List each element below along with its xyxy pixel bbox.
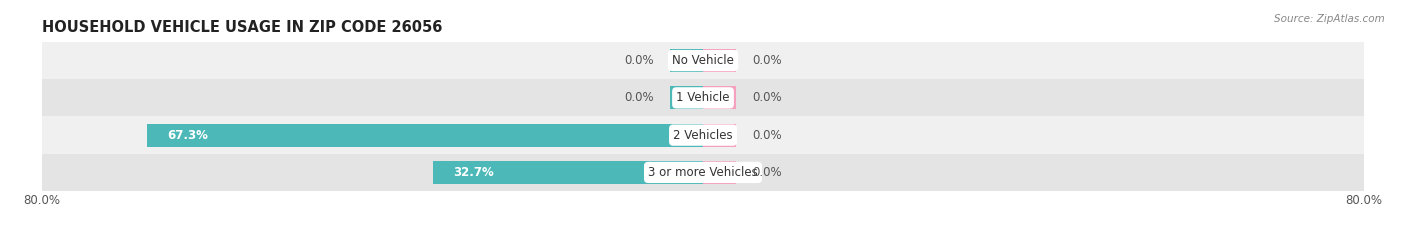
Bar xyxy=(703,49,737,72)
Bar xyxy=(42,154,1364,191)
Text: 0.0%: 0.0% xyxy=(752,166,782,179)
Text: 1 Vehicle: 1 Vehicle xyxy=(676,91,730,104)
Bar xyxy=(148,123,703,147)
Text: HOUSEHOLD VEHICLE USAGE IN ZIP CODE 26056: HOUSEHOLD VEHICLE USAGE IN ZIP CODE 2605… xyxy=(42,20,443,35)
Text: 0.0%: 0.0% xyxy=(624,91,654,104)
Bar xyxy=(42,42,1364,79)
Text: 3 or more Vehicles: 3 or more Vehicles xyxy=(648,166,758,179)
Bar xyxy=(669,86,703,110)
Text: 67.3%: 67.3% xyxy=(167,129,208,142)
Bar xyxy=(42,116,1364,154)
Text: 0.0%: 0.0% xyxy=(752,54,782,67)
Text: 32.7%: 32.7% xyxy=(454,166,495,179)
Bar xyxy=(703,123,737,147)
Bar xyxy=(703,161,737,184)
Text: 0.0%: 0.0% xyxy=(752,91,782,104)
Bar xyxy=(703,86,737,110)
Text: 0.0%: 0.0% xyxy=(752,129,782,142)
Text: Source: ZipAtlas.com: Source: ZipAtlas.com xyxy=(1274,14,1385,24)
Bar xyxy=(669,49,703,72)
Text: 2 Vehicles: 2 Vehicles xyxy=(673,129,733,142)
Bar xyxy=(433,161,703,184)
Text: No Vehicle: No Vehicle xyxy=(672,54,734,67)
Text: 0.0%: 0.0% xyxy=(624,54,654,67)
Bar xyxy=(42,79,1364,116)
